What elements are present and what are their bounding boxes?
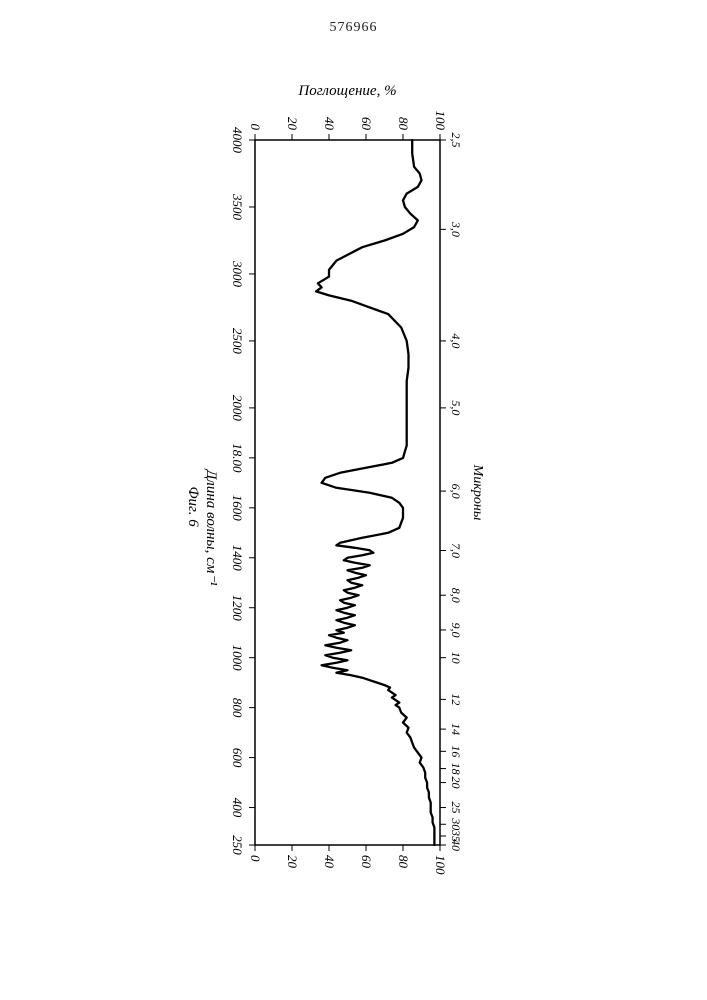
svg-text:14: 14 (449, 723, 463, 735)
svg-text:0: 0 (248, 124, 263, 131)
svg-text:0: 0 (248, 855, 263, 862)
svg-text:100: 100 (433, 111, 448, 131)
svg-text:600: 600 (230, 748, 245, 768)
svg-text:6,0: 6,0 (449, 484, 463, 499)
svg-text:60: 60 (359, 855, 374, 869)
svg-text:800: 800 (230, 698, 245, 718)
svg-text:18.00: 18.00 (230, 443, 245, 473)
ir-spectrum-chart: 020406080100020406080100Поглощение, %400… (185, 70, 495, 890)
y-axis-label: Поглощение, % (297, 83, 396, 99)
svg-text:3000: 3000 (230, 260, 245, 288)
svg-text:1400: 1400 (230, 545, 245, 572)
svg-text:10: 10 (449, 652, 463, 664)
svg-text:4000: 4000 (230, 127, 245, 154)
svg-text:2,5: 2,5 (449, 133, 463, 148)
figure-label: Фиг. 6 (185, 486, 201, 527)
svg-text:40: 40 (322, 117, 337, 131)
document-number: 576966 (0, 20, 707, 36)
x-axis-label: Длина волны, см⁻¹ (203, 468, 219, 587)
svg-text:1200: 1200 (230, 595, 245, 622)
svg-text:12: 12 (449, 693, 463, 705)
svg-text:3500: 3500 (230, 193, 245, 221)
svg-text:100: 100 (433, 855, 448, 875)
svg-text:40: 40 (322, 855, 337, 869)
svg-text:16: 16 (449, 745, 463, 757)
svg-text:18: 18 (449, 763, 463, 775)
svg-text:80: 80 (396, 855, 411, 869)
svg-text:25: 25 (449, 802, 463, 814)
svg-text:30: 30 (449, 817, 463, 830)
svg-text:20: 20 (449, 777, 463, 789)
svg-text:20: 20 (285, 855, 300, 869)
svg-text:9,0: 9,0 (449, 622, 463, 637)
svg-text:60: 60 (359, 117, 374, 131)
svg-text:1600: 1600 (230, 495, 245, 522)
svg-text:2000: 2000 (230, 395, 245, 422)
svg-text:8,0: 8,0 (449, 588, 463, 603)
svg-text:400: 400 (230, 798, 245, 818)
svg-text:5,0: 5,0 (449, 400, 463, 415)
svg-text:3,0: 3,0 (449, 221, 463, 237)
svg-text:7,0: 7,0 (449, 543, 463, 558)
svg-text:40: 40 (449, 839, 463, 851)
svg-text:250: 250 (230, 835, 245, 855)
top-axis-label: Микроны (470, 464, 485, 521)
svg-text:20: 20 (285, 117, 300, 131)
svg-text:2500: 2500 (230, 328, 245, 355)
spectrum-svg: 020406080100020406080100Поглощение, %400… (185, 70, 495, 890)
svg-text:4,0: 4,0 (449, 333, 463, 348)
svg-text:80: 80 (396, 117, 411, 131)
svg-text:1000: 1000 (230, 645, 245, 672)
